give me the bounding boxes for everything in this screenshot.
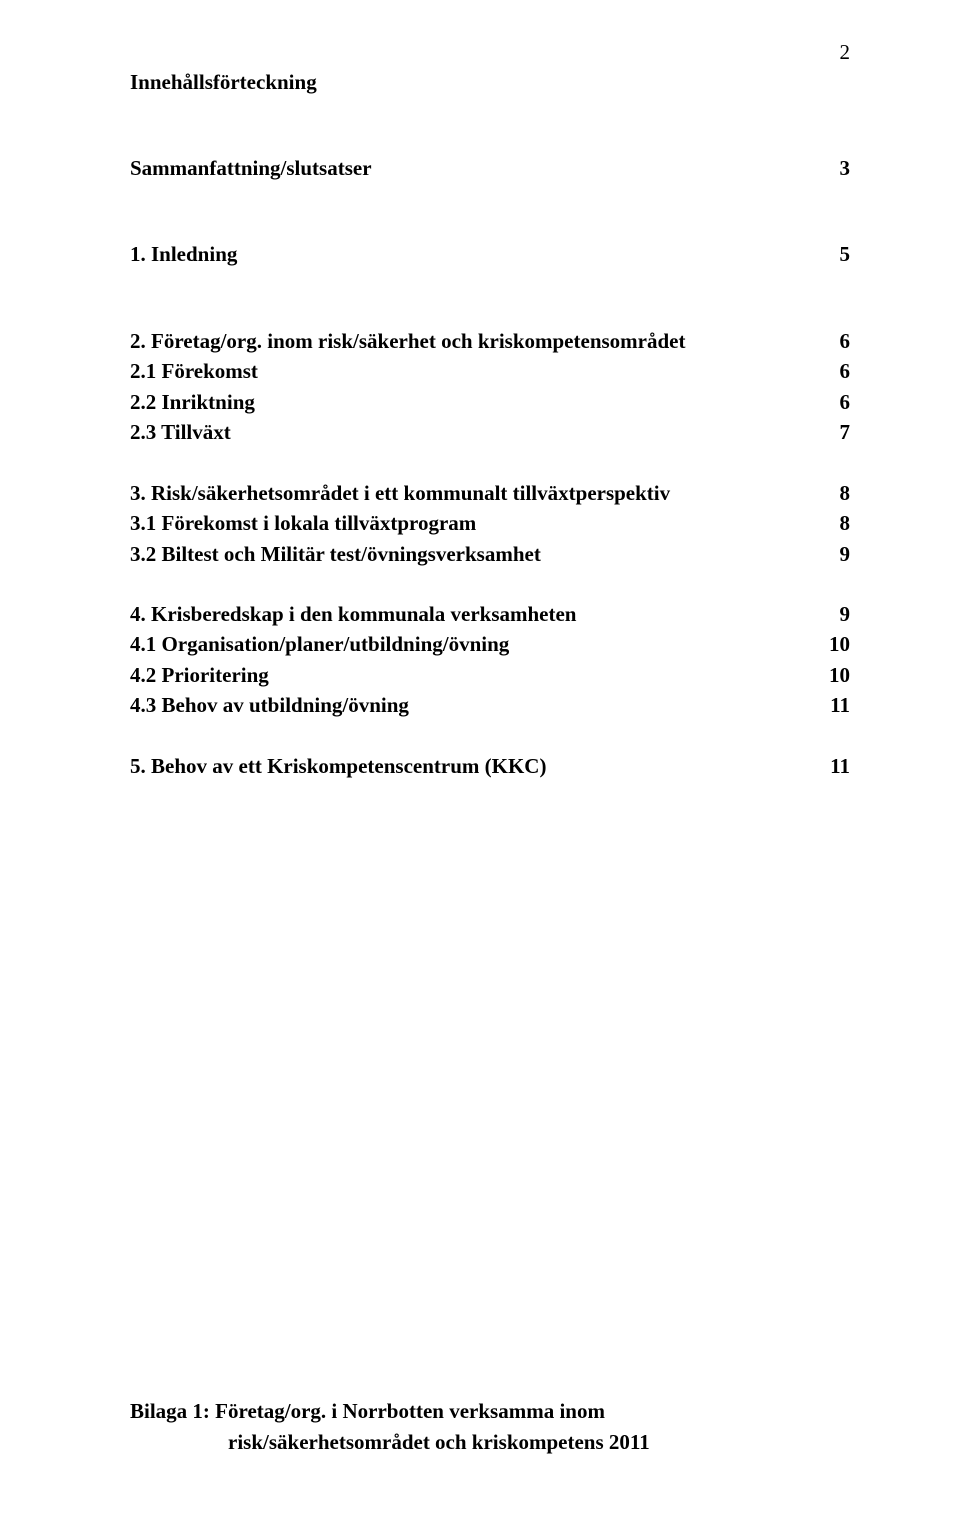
table-of-contents: Sammanfattning/slutsatser 3 1. Inledning…: [130, 153, 850, 781]
toc-row: 4.2 Prioritering 10: [130, 660, 850, 690]
page-number: 2: [840, 40, 851, 65]
toc-row: 4.1 Organisation/planer/utbildning/övnin…: [130, 629, 850, 659]
toc-page: 3: [810, 153, 850, 183]
toc-row: 2.2 Inriktning 6: [130, 387, 850, 417]
toc-page: 5: [810, 239, 850, 269]
appendix-line-2: risk/säkerhetsområdet och kriskompetens …: [130, 1427, 850, 1457]
toc-page: 7: [810, 417, 850, 447]
toc-title: Innehållsförteckning: [130, 70, 850, 95]
toc-page: 11: [810, 751, 850, 781]
toc-row: 2.3 Tillväxt 7: [130, 417, 850, 447]
toc-label: 4. Krisberedskap i den kommunala verksam…: [130, 599, 810, 629]
toc-label: 5. Behov av ett Kriskompetenscentrum (KK…: [130, 751, 810, 781]
toc-page: 10: [810, 629, 850, 659]
toc-page: 9: [810, 539, 850, 569]
toc-label: 3. Risk/säkerhetsområdet i ett kommunalt…: [130, 478, 810, 508]
toc-label: 2. Företag/org. inom risk/säkerhet och k…: [130, 326, 810, 356]
appendix-entry: Bilaga 1: Företag/org. i Norrbotten verk…: [130, 1396, 850, 1457]
appendix-line-1: Bilaga 1: Företag/org. i Norrbotten verk…: [130, 1396, 850, 1426]
toc-label: 2.2 Inriktning: [130, 387, 810, 417]
document-page: 2 Innehållsförteckning Sammanfattning/sl…: [0, 0, 960, 1517]
toc-page: 8: [810, 478, 850, 508]
toc-label: 4.3 Behov av utbildning/övning: [130, 690, 810, 720]
toc-row: 4.3 Behov av utbildning/övning 11: [130, 690, 850, 720]
toc-label: 3.1 Förekomst i lokala tillväxtprogram: [130, 508, 810, 538]
toc-row: 5. Behov av ett Kriskompetenscentrum (KK…: [130, 751, 850, 781]
toc-page: 6: [810, 387, 850, 417]
toc-label: 2.3 Tillväxt: [130, 417, 810, 447]
toc-row: 1. Inledning 5: [130, 239, 850, 269]
toc-page: 6: [810, 356, 850, 386]
toc-row: 4. Krisberedskap i den kommunala verksam…: [130, 599, 850, 629]
toc-label: 4.2 Prioritering: [130, 660, 810, 690]
toc-label: 3.2 Biltest och Militär test/övningsverk…: [130, 539, 810, 569]
toc-row: 3.2 Biltest och Militär test/övningsverk…: [130, 539, 850, 569]
toc-row: 2. Företag/org. inom risk/säkerhet och k…: [130, 326, 850, 356]
toc-row: 2.1 Förekomst 6: [130, 356, 850, 386]
toc-page: 9: [810, 599, 850, 629]
toc-page: 8: [810, 508, 850, 538]
toc-row: 3.1 Förekomst i lokala tillväxtprogram 8: [130, 508, 850, 538]
toc-row: Sammanfattning/slutsatser 3: [130, 153, 850, 183]
toc-page: 10: [810, 660, 850, 690]
toc-label: 2.1 Förekomst: [130, 356, 810, 386]
toc-label: 4.1 Organisation/planer/utbildning/övnin…: [130, 629, 810, 659]
toc-label: Sammanfattning/slutsatser: [130, 153, 810, 183]
toc-page: 11: [810, 690, 850, 720]
toc-row: 3. Risk/säkerhetsområdet i ett kommunalt…: [130, 478, 850, 508]
toc-page: 6: [810, 326, 850, 356]
toc-label: 1. Inledning: [130, 239, 810, 269]
